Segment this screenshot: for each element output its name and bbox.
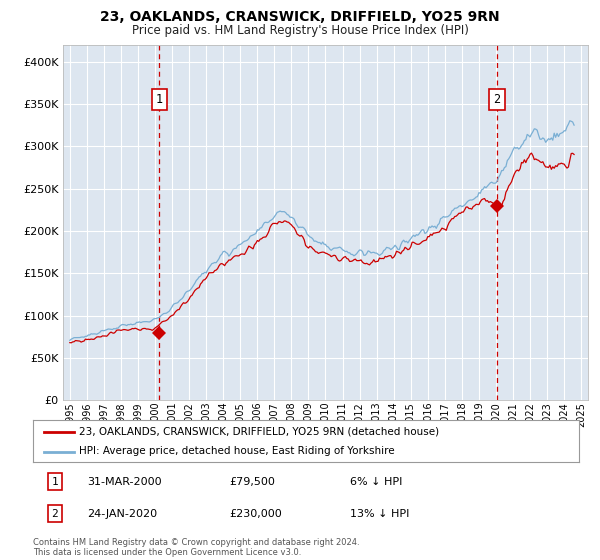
Text: 24-JAN-2020: 24-JAN-2020 bbox=[88, 509, 158, 519]
Text: Price paid vs. HM Land Registry's House Price Index (HPI): Price paid vs. HM Land Registry's House … bbox=[131, 24, 469, 36]
Text: Contains HM Land Registry data © Crown copyright and database right 2024.
This d: Contains HM Land Registry data © Crown c… bbox=[33, 538, 359, 557]
Text: £79,500: £79,500 bbox=[230, 477, 275, 487]
Text: £230,000: £230,000 bbox=[230, 509, 283, 519]
Text: 2: 2 bbox=[52, 509, 58, 519]
Text: 23, OAKLANDS, CRANSWICK, DRIFFIELD, YO25 9RN (detached house): 23, OAKLANDS, CRANSWICK, DRIFFIELD, YO25… bbox=[79, 427, 440, 437]
Text: 1: 1 bbox=[156, 94, 163, 106]
Text: 23, OAKLANDS, CRANSWICK, DRIFFIELD, YO25 9RN: 23, OAKLANDS, CRANSWICK, DRIFFIELD, YO25… bbox=[100, 10, 500, 24]
Text: 13% ↓ HPI: 13% ↓ HPI bbox=[350, 509, 409, 519]
Text: 6% ↓ HPI: 6% ↓ HPI bbox=[350, 477, 402, 487]
Text: 2: 2 bbox=[494, 94, 501, 106]
Text: HPI: Average price, detached house, East Riding of Yorkshire: HPI: Average price, detached house, East… bbox=[79, 446, 395, 456]
Text: 1: 1 bbox=[52, 477, 58, 487]
Text: 31-MAR-2000: 31-MAR-2000 bbox=[88, 477, 162, 487]
